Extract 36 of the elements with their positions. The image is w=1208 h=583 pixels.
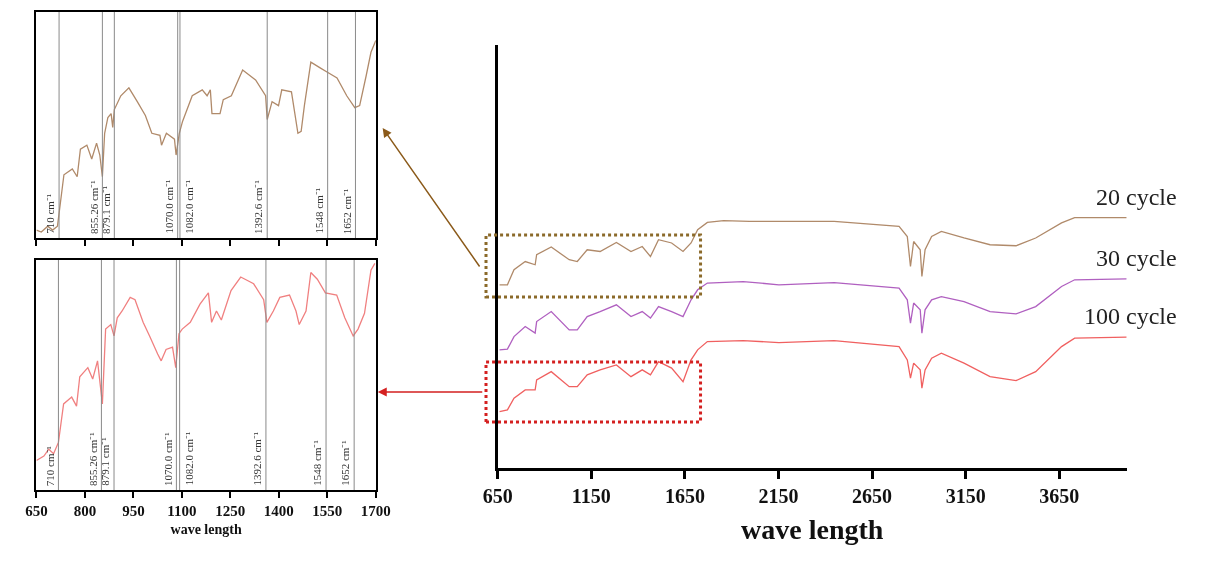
x-tick-label: 950 [122,503,145,519]
x-tick-label: 1700 [360,503,391,519]
ref-line-label: 1082.0 cm⁻¹ [183,179,196,234]
ref-line-label: 879.1 cm⁻¹ [99,437,112,486]
ref-line-label: 879.1 cm⁻¹ [99,185,112,235]
x-tick-label: 1250 [215,503,246,519]
ref-line-label: 1070.0 cm⁻¹ [162,179,175,234]
ref-line-label: 855.26 cm⁻¹ [86,432,99,487]
x-axis-title: wave length [741,514,884,546]
ref-line-label: 1392.6 cm⁻¹ [251,431,264,486]
x-tick-label: 2150 [758,485,799,507]
ref-line-label: 1548 cm⁻¹ [311,440,324,486]
x-tick-label: 1100 [167,503,197,519]
x-tick-label: 650 [482,485,513,507]
x-axis-title: wave length [170,521,242,537]
ref-line-label: 1082.0 cm⁻¹ [182,431,195,486]
x-tick-label: 2650 [852,485,893,507]
ref-line-label: 855.26 cm⁻¹ [87,180,100,235]
series-label: 30 cycle [1096,245,1177,271]
ref-line-label: 1652 cm⁻¹ [340,188,353,235]
series-label: 20 cycle [1096,184,1177,210]
x-tick-label: 1550 [312,503,343,519]
x-tick-label: 1150 [571,485,611,507]
ref-line-label: 1070.0 cm⁻¹ [161,432,174,487]
x-tick-label: 3650 [1039,485,1080,507]
series-label: 100 cycle [1084,303,1177,329]
ref-line-label: 1548 cm⁻¹ [312,187,325,234]
x-tick-label: 3150 [945,485,986,507]
ref-line-label: 710 cm⁻¹ [44,193,57,234]
ref-line-label: 710 cm⁻¹ [43,446,56,487]
x-tick-label: 650 [25,503,48,519]
x-tick-label: 800 [73,503,97,519]
x-tick-label: 1650 [664,485,705,507]
ref-line-label: 1392.6 cm⁻¹ [252,180,265,234]
x-tick-label: 1400 [263,503,294,519]
ref-line-label: 1652 cm⁻¹ [339,440,352,486]
